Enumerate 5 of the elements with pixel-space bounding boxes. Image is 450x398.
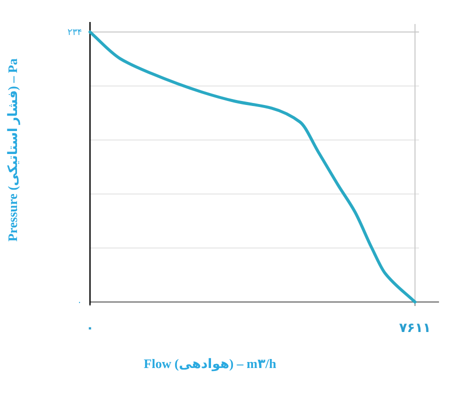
y-tick-label: ۲۳۴ [67, 27, 82, 37]
x-tick-label: ۷۶۱۱ [399, 320, 431, 335]
y-axis-title: Pressure (فشار استاتیکی) – Pa [5, 58, 21, 242]
line-series [88, 30, 416, 304]
x-axis-title: Flow (هوادهی) – m۳/h [144, 356, 277, 372]
